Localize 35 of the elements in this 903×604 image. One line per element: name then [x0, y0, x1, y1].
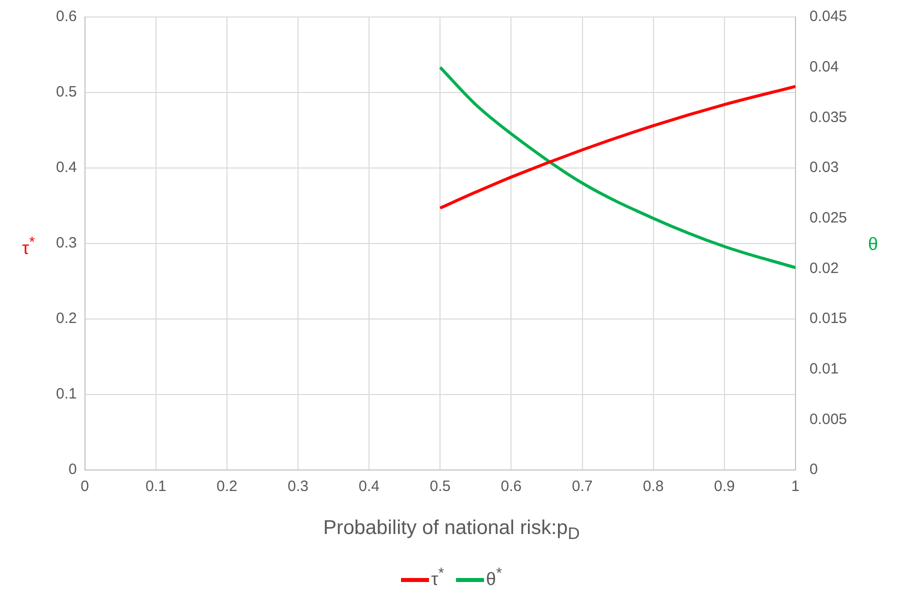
line-series — [438, 84, 796, 210]
x-tick-label: 0 — [80, 478, 90, 496]
y2-tick-label: 0.02 — [809, 260, 839, 277]
x-tick-label: 0.7 — [572, 478, 593, 496]
y2-tick-label: 0.005 — [809, 410, 848, 428]
y2-tick-label: 0 — [809, 461, 818, 478]
x-tick-label: 0.6 — [500, 478, 522, 496]
x-axis-title: Probability of national risk:p$_{D}$ — [322, 517, 581, 544]
y2-axis-title: θ — [868, 234, 878, 255]
x-tick-label: 0.2 — [216, 478, 238, 496]
y-tick-label: 0.4 — [56, 159, 77, 176]
y2-tick-label: 0.015 — [809, 310, 848, 328]
x-tick-label: 0.4 — [358, 478, 380, 496]
x-tick-label: 0.8 — [642, 478, 664, 496]
y2-tick-label: 0.045 — [809, 8, 848, 26]
x-tick-label: 0.1 — [145, 478, 166, 496]
line-series — [438, 66, 796, 270]
y-tick-label: 0.5 — [56, 84, 77, 101]
legend-label: τ$^{*}$ — [431, 565, 444, 589]
y-tick-label: 0 — [68, 461, 77, 478]
y2-tick-label: 0.025 — [809, 209, 848, 226]
y2-tick-label: 0.04 — [809, 58, 839, 76]
x-tick-label: 1 — [791, 478, 800, 496]
y-tick-label: 0.1 — [56, 386, 77, 403]
y2-tick-label: 0.03 — [809, 159, 839, 176]
y2-tick-label: 0.01 — [809, 360, 839, 378]
y-tick-label: 0.6 — [56, 8, 77, 26]
x-tick-label: 0.5 — [430, 478, 451, 496]
y-tick-label: 0.3 — [56, 234, 77, 252]
y-axis-title: τ$^{*}$ — [22, 234, 35, 259]
x-tick-label: 0.3 — [288, 478, 308, 496]
y2-tick-label: 0.035 — [809, 108, 848, 126]
legend-label: θ$^{*}$ — [486, 565, 502, 589]
y-tick-label: 0.2 — [56, 310, 77, 328]
x-tick-label: 0.9 — [714, 478, 735, 496]
